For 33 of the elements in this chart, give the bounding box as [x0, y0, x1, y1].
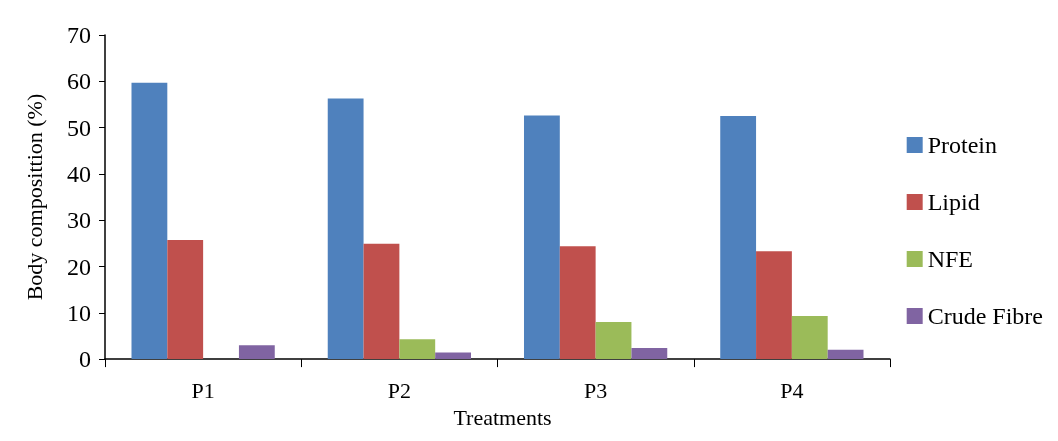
y-axis-title: Body composittion (%)	[21, 93, 47, 301]
x-tick-label: P4	[780, 377, 804, 403]
bar	[238, 345, 275, 360]
bar	[131, 82, 168, 360]
y-tick-label: 10	[67, 299, 91, 326]
bar	[435, 352, 472, 360]
y-tick-label: 70	[67, 22, 91, 48]
legend-label: Lipid	[927, 189, 980, 215]
y-tick-label: 40	[67, 160, 91, 187]
bar	[720, 116, 757, 360]
x-axis-title: Treatments	[453, 404, 552, 430]
x-tick-label: P3	[584, 377, 608, 403]
bar	[363, 243, 400, 360]
bar	[827, 349, 864, 360]
y-tick-label: 60	[67, 68, 91, 95]
y-tick-label: 20	[67, 253, 91, 280]
x-tick-label: P2	[387, 377, 411, 403]
legend-label: NFE	[927, 246, 974, 272]
bar	[559, 246, 596, 360]
bar	[791, 316, 828, 360]
y-tick-label: 50	[67, 114, 91, 141]
bar	[399, 339, 436, 360]
bar	[756, 251, 792, 360]
x-tick-label: P1	[191, 377, 215, 403]
y-tick-label: 0	[79, 346, 91, 373]
y-tick-label: 30	[67, 207, 91, 234]
legend-label: Protein	[927, 132, 998, 158]
legend-label: Crude Fibre	[927, 303, 1043, 329]
bar	[167, 240, 204, 360]
bar	[631, 347, 668, 360]
bar	[595, 322, 632, 360]
bar	[523, 115, 560, 360]
bar	[327, 98, 364, 360]
